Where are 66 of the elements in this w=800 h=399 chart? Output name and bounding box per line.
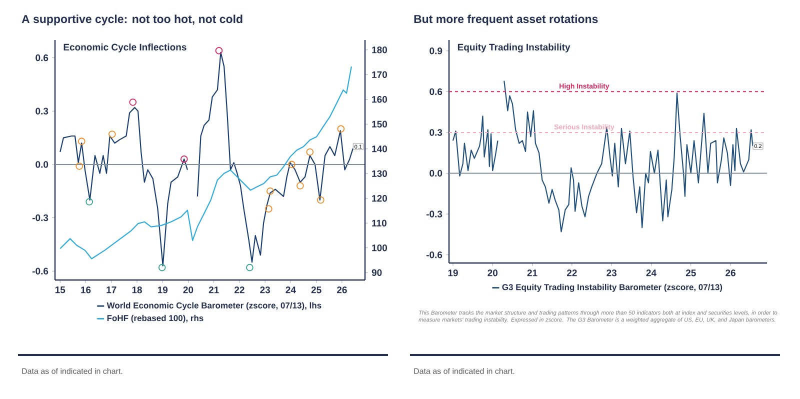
y-tick-label: -0.6	[426, 251, 442, 258]
x-tick-label: 26	[726, 270, 736, 276]
x-tick-label: 18	[132, 286, 142, 294]
legend-label: G3 Equity Trading Instability Barometer (zscore, 07/13)	[502, 284, 722, 292]
x-tick-label: 20	[488, 270, 498, 276]
y2-tick-label: 90	[372, 269, 382, 276]
x-tick-label: 21	[208, 286, 219, 294]
y2-tick-label: 100	[372, 244, 387, 252]
point	[78, 138, 86, 145]
y-tick-label: 0.0	[430, 170, 442, 177]
y2-tick-label: 170	[372, 71, 387, 78]
point	[337, 125, 345, 133]
x-tick-label: 22	[234, 286, 244, 294]
legend-label: FoHF (rebased 100), rhs	[107, 314, 204, 323]
point	[129, 98, 137, 106]
point	[288, 160, 296, 168]
y2-tick-label: 120	[372, 194, 387, 202]
y2-tick-label: 110	[372, 220, 386, 226]
x-tick-label: 24	[646, 270, 656, 276]
point	[76, 162, 83, 170]
point	[296, 182, 304, 190]
y-tick-label: -0.3	[426, 210, 442, 218]
y2-tick-label: 140	[372, 146, 387, 152]
y-tick-label: 0.6	[36, 54, 48, 62]
x-tick-label: 22	[566, 270, 577, 276]
x-tick-label: 21	[527, 270, 538, 276]
y-tick-label: 0.3	[430, 129, 442, 136]
text: Data as of indicated in chart.	[414, 368, 514, 374]
chart-subtitle: Economic Cycle Inflections	[64, 44, 186, 52]
y-tick-label: 0.6	[430, 88, 442, 96]
text: Data as of indicated in chart.	[22, 368, 122, 374]
x-tick-label: 19	[158, 286, 168, 294]
x-tick-label: 15	[55, 286, 66, 294]
y-tick-label: -0.6	[32, 268, 48, 274]
y-tick-label: 0.0	[36, 161, 48, 168]
point	[86, 198, 93, 206]
x-tick-label: 19	[448, 270, 458, 276]
y-tick-label: -0.3	[32, 214, 48, 222]
chart-title: A supportive cycle: not too hot, not cold	[22, 14, 242, 26]
point	[317, 196, 324, 204]
point	[158, 264, 166, 272]
y2-tick-label: 130	[372, 170, 387, 177]
legend-label: World Economic Cycle Barometer (zscore, 07/13), lhs	[106, 302, 322, 310]
x-tick-label: 25	[311, 286, 322, 294]
chart-title: But more frequent asset rotations	[414, 14, 598, 26]
x-tick-label: 20	[183, 286, 194, 294]
x-tick-label: 26	[336, 286, 347, 294]
x-tick-label: 24	[286, 286, 296, 294]
y-tick-label: 0.3	[36, 108, 48, 114]
y2-tick-label: 150	[372, 120, 387, 128]
point	[180, 155, 188, 163]
point	[266, 187, 274, 195]
point	[215, 47, 223, 54]
point	[306, 148, 314, 156]
x-tick-label: 23	[260, 286, 270, 294]
x-tick-label: 16	[81, 286, 91, 294]
point	[108, 130, 116, 138]
y-tick-label: 0.9	[430, 48, 442, 54]
y2-tick-label: 180	[372, 46, 387, 54]
x-tick-label: 23	[606, 270, 617, 276]
y2-tick-label: 160	[372, 96, 387, 103]
chart-subtitle: Equity Trading Instability	[458, 44, 570, 52]
x-tick-label: 25	[686, 270, 696, 276]
point	[246, 264, 254, 272]
point	[265, 205, 272, 213]
x-tick-label: 17	[106, 286, 116, 294]
